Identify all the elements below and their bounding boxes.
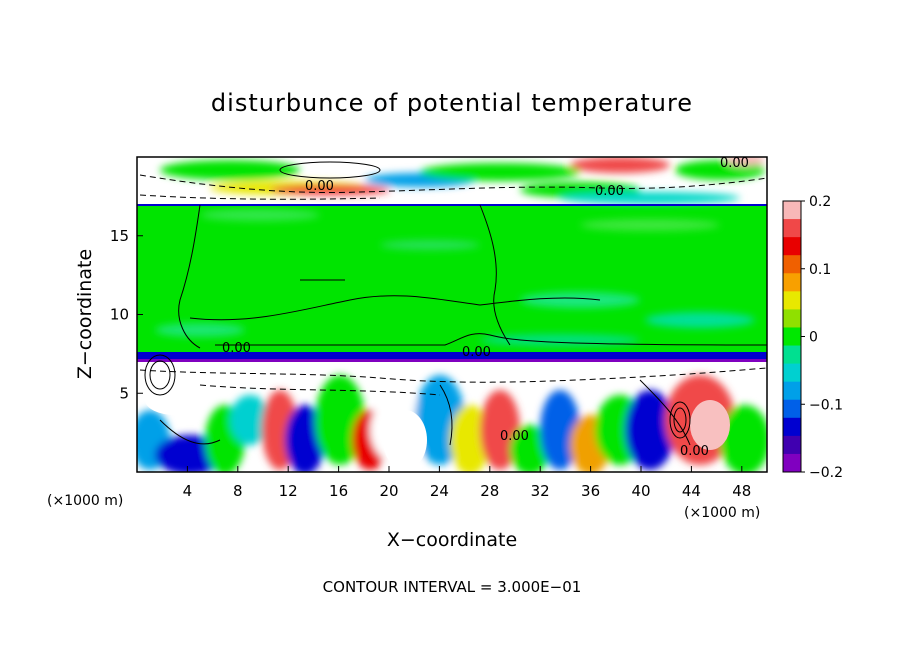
middle-layer-texture	[155, 209, 755, 346]
contour-label: 0.00	[305, 179, 334, 194]
x-tick-label: 16	[329, 482, 348, 500]
x-tick-label: 32	[531, 482, 550, 500]
x-tick-label: 8	[233, 482, 243, 500]
contour-label: 0.00	[462, 345, 491, 360]
x-tick-label: 44	[682, 482, 701, 500]
colorbar-tick-label: 0	[809, 330, 818, 346]
contour-label: 0.00	[595, 184, 624, 199]
colorbar-tick-label: 0.2	[809, 194, 831, 210]
colorbar	[782, 200, 802, 473]
contour-label: 0.00	[222, 341, 251, 356]
colorbar-segment	[783, 363, 801, 383]
contour-label: 0.00	[500, 429, 529, 444]
colorbar-segment	[783, 345, 801, 365]
colorbar-segment	[783, 435, 801, 455]
colorbar-segment	[783, 327, 801, 347]
x-tick-label: 40	[631, 482, 650, 500]
colorbar-tick-label: 0.1	[809, 262, 831, 278]
x-tick-label: 28	[480, 482, 499, 500]
chart-title: disturbunce of potential temperature	[211, 89, 693, 117]
colorbar-segment	[783, 417, 801, 437]
x-unit-label-right: (×1000 m)	[684, 505, 760, 521]
x-tick-label: 24	[430, 482, 449, 500]
y-axis: 5 10 15	[110, 227, 143, 402]
colorbar-segment	[783, 237, 801, 256]
x-tick-label: 20	[379, 482, 398, 500]
x-tick-label: 48	[732, 482, 751, 500]
colorbar-segment	[783, 381, 801, 401]
x-tick-label: 12	[279, 482, 298, 500]
y-tick-label: 10	[110, 306, 129, 324]
colorbar-segment	[783, 291, 801, 310]
x-unit-label-left: (×1000 m)	[47, 493, 123, 509]
colorbar-segment	[783, 219, 801, 238]
y-axis-label: Z−coordinate	[74, 249, 96, 379]
x-tick-label: 36	[581, 482, 600, 500]
contour-lines	[139, 161, 767, 446]
x-axis: 4 8 12 16 20 24 28 32 36 40 44 48	[183, 466, 751, 500]
upper-layer-features	[160, 157, 765, 204]
colorbar-segment	[783, 399, 801, 419]
contour-label: 0.00	[720, 156, 749, 171]
contour-interval-text: CONTOUR INTERVAL = 3.000E−01	[323, 578, 582, 596]
colorbar-segment	[783, 201, 801, 220]
colorbar-segment	[783, 255, 801, 274]
colorbar-tick-label: −0.1	[809, 397, 843, 413]
y-tick-label: 15	[110, 227, 129, 245]
colorbar-tick-label: −0.2	[809, 465, 843, 481]
colorbar-ticks: 0.2 0.1 0 −0.1 −0.2	[801, 194, 843, 481]
boundary-band	[137, 352, 767, 359]
plot-area	[137, 157, 767, 472]
x-tick-label: 4	[183, 482, 193, 500]
colorbar-segment	[783, 273, 801, 292]
y-tick-label: 5	[119, 384, 129, 402]
colorbar-segment	[783, 309, 801, 328]
x-axis-label: X−coordinate	[387, 529, 517, 551]
lower-layer-features	[137, 375, 767, 472]
colorbar-segment	[783, 453, 801, 473]
contour-label: 0.00	[680, 444, 709, 459]
contour-labels: 0.00 0.00 0.00 0.00 0.00 0.00 0.00	[222, 156, 749, 459]
